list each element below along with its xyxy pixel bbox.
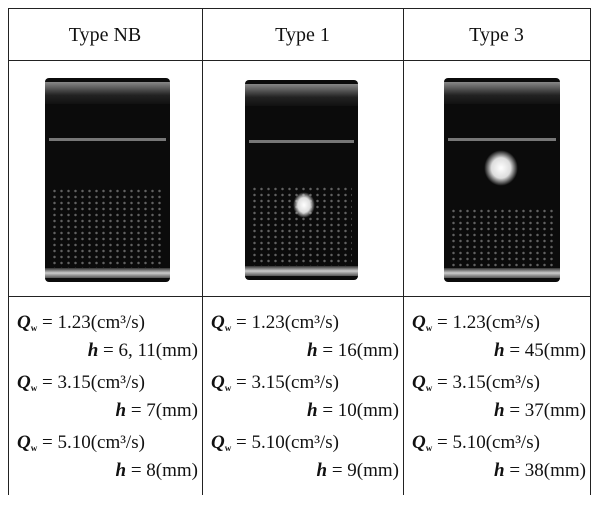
flow-line: Qw = 5.10(cm³/s): [211, 432, 339, 454]
flow-line: Qw = 3.15(cm³/s): [412, 372, 540, 394]
height-line: h = 9(mm): [316, 460, 399, 482]
height-line: h = 7(mm): [115, 400, 198, 422]
flow-symbol: Q: [211, 432, 225, 453]
height-value: = 37(mm): [509, 400, 586, 421]
flow-subscript: w: [224, 323, 232, 333]
height-line: h = 16(mm): [307, 340, 399, 362]
flow-value: = 5.10(cm³/s): [436, 432, 540, 453]
height-line: h = 37(mm): [494, 400, 586, 422]
flow-line: Qw = 5.10(cm³/s): [412, 432, 540, 454]
height-value: = 45(mm): [509, 340, 586, 361]
height-line: h = 38(mm): [494, 460, 586, 482]
height-value: = 8(mm): [130, 460, 198, 481]
flow-value: = 1.23(cm³/s): [41, 312, 145, 333]
flow-subscript: w: [425, 383, 433, 393]
column-header: Type 1: [275, 24, 330, 46]
rule: [590, 8, 591, 495]
flow-symbol: Q: [412, 432, 426, 453]
flow-symbol: Q: [412, 372, 426, 393]
height-symbol: h: [115, 400, 127, 421]
column-header: Type 3: [469, 24, 524, 46]
flow-line: Qw = 3.15(cm³/s): [211, 372, 339, 394]
height-symbol: h: [306, 340, 318, 361]
flow-value: = 3.15(cm³/s): [436, 372, 540, 393]
height-symbol: h: [87, 340, 99, 361]
height-symbol: h: [316, 460, 328, 481]
flow-subscript: w: [30, 383, 38, 393]
height-symbol: h: [306, 400, 318, 421]
flow-value: = 5.10(cm³/s): [41, 432, 145, 453]
flow-symbol: Q: [17, 372, 31, 393]
height-line: h = 8(mm): [115, 460, 198, 482]
flow-value: = 3.15(cm³/s): [41, 372, 145, 393]
flow-symbol: Q: [17, 312, 31, 333]
flow-line: Qw = 1.23(cm³/s): [17, 312, 145, 334]
height-line: h = 10(mm): [307, 400, 399, 422]
height-value: = 7(mm): [130, 400, 198, 421]
flow-line: Qw = 1.23(cm³/s): [412, 312, 540, 334]
column-header: Type NB: [68, 24, 142, 46]
flow-subscript: w: [425, 323, 433, 333]
rule: [8, 296, 590, 297]
flow-symbol: Q: [412, 312, 426, 333]
height-symbol: h: [493, 460, 505, 481]
flow-value: = 1.23(cm³/s): [235, 312, 339, 333]
flow-line: Qw = 5.10(cm³/s): [17, 432, 145, 454]
height-value: = 16(mm): [322, 340, 399, 361]
flow-symbol: Q: [211, 312, 225, 333]
photo: [45, 78, 170, 282]
height-value: = 9(mm): [331, 460, 399, 481]
flow-subscript: w: [224, 443, 232, 453]
height-value: = 10(mm): [322, 400, 399, 421]
height-symbol: h: [493, 400, 505, 421]
flow-subscript: w: [224, 383, 232, 393]
rule: [8, 8, 590, 9]
rule: [8, 60, 590, 61]
photo: [245, 80, 358, 280]
flow-symbol: Q: [17, 432, 31, 453]
flow-line: Qw = 1.23(cm³/s): [211, 312, 339, 334]
flow-line: Qw = 3.15(cm³/s): [17, 372, 145, 394]
height-line: h = 6, 11(mm): [88, 340, 198, 362]
flow-subscript: w: [30, 323, 38, 333]
flow-value: = 3.15(cm³/s): [235, 372, 339, 393]
flow-subscript: w: [30, 443, 38, 453]
rule: [403, 8, 404, 495]
rule: [8, 8, 9, 495]
flow-value: = 5.10(cm³/s): [235, 432, 339, 453]
height-value: = 38(mm): [509, 460, 586, 481]
height-symbol: h: [115, 460, 127, 481]
flow-value: = 1.23(cm³/s): [436, 312, 540, 333]
rule: [202, 8, 203, 495]
height-value: = 6, 11(mm): [103, 340, 198, 361]
height-line: h = 45(mm): [494, 340, 586, 362]
flow-subscript: w: [425, 443, 433, 453]
height-symbol: h: [493, 340, 505, 361]
photo: [444, 78, 560, 282]
flow-symbol: Q: [211, 372, 225, 393]
